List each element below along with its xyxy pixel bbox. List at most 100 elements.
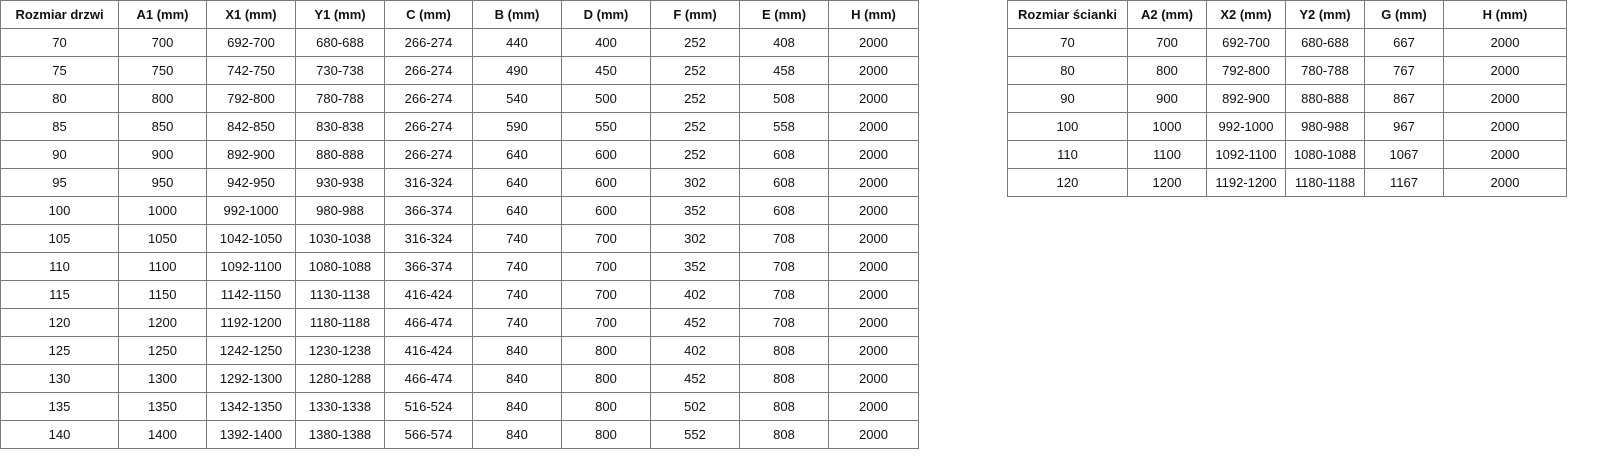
table-cell: 120	[1007, 168, 1128, 197]
table-cell: 692-700	[206, 28, 296, 57]
table-cell: 808	[739, 336, 829, 365]
table-cell: 2000	[828, 420, 919, 449]
table-cell: 100	[0, 196, 119, 225]
table-cell: 1192-1200	[1206, 168, 1286, 197]
table-cell: 252	[650, 28, 740, 57]
table-row: 80 800 792-800 780-788 767 2000	[1007, 56, 1567, 85]
table-cell: 840	[472, 336, 562, 365]
table-cell: 608	[739, 168, 829, 197]
column-header: X1 (mm)	[206, 0, 296, 29]
table-row: 120 1200 1192-1200 1180-1188 466-474 740 700 45…	[0, 308, 919, 337]
column-header: H (mm)	[1443, 0, 1567, 29]
table-cell: 1350	[118, 392, 207, 421]
table-cell: 740	[472, 252, 562, 281]
table-cell: 1100	[118, 252, 207, 281]
table-cell: 840	[472, 392, 562, 421]
table-cell: 105	[0, 224, 119, 253]
table-cell: 440	[472, 28, 562, 57]
table-cell: 740	[472, 308, 562, 337]
table-cell: 792-800	[1206, 56, 1286, 85]
column-header: Y1 (mm)	[295, 0, 385, 29]
table-cell: 1180-1188	[1285, 168, 1365, 197]
table-row: 70 700 692-700 680-688 667 2000	[1007, 28, 1567, 57]
table-cell: 800	[561, 392, 651, 421]
table-cell: 708	[739, 308, 829, 337]
table-cell: 1030-1038	[295, 224, 385, 253]
table-cell: 600	[561, 140, 651, 169]
table-cell: 2000	[1443, 28, 1567, 57]
table-row: 95 950 942-950 930-938 316-324 640 600 302 608 20…	[0, 168, 919, 197]
table-cell: 830-838	[295, 112, 385, 141]
table-row: 105 1050 1042-1050 1030-1038 316-324 740 700 30…	[0, 224, 919, 253]
table-cell: 2000	[1443, 140, 1567, 169]
table-cell: 1280-1288	[295, 364, 385, 393]
table-cell: 600	[561, 196, 651, 225]
table-cell: 266-274	[384, 140, 473, 169]
table-cell: 808	[739, 420, 829, 449]
table-cell: 1042-1050	[206, 224, 296, 253]
table-row: 110 1100 1092-1100 1080-1088 1067 2000	[1007, 140, 1567, 169]
column-header: Y2 (mm)	[1285, 0, 1365, 29]
table-cell: 316-324	[384, 168, 473, 197]
table-cell: 266-274	[384, 56, 473, 85]
table-cell: 130	[0, 364, 119, 393]
table-cell: 850	[118, 112, 207, 141]
table-cell: 708	[739, 224, 829, 253]
table-cell: 2000	[828, 112, 919, 141]
table-cell: 100	[1007, 112, 1128, 141]
table-cell: 550	[561, 112, 651, 141]
table-cell: 1180-1188	[295, 308, 385, 337]
table-cell: 140	[0, 420, 119, 449]
table-row: 75 750 742-750 730-738 266-274 490 450 252 458 20…	[0, 56, 919, 85]
header-row: Rozmiar ścianki A2 (mm) X2 (mm) Y2 (mm) G (m…	[1007, 0, 1567, 29]
table-row: 115 1150 1142-1150 1130-1138 416-424 740 700 40…	[0, 280, 919, 309]
table-cell: 708	[739, 280, 829, 309]
table-cell: 2000	[828, 56, 919, 85]
table-cell: 1250	[118, 336, 207, 365]
table-cell: 980-988	[295, 196, 385, 225]
table-cell: 402	[650, 336, 740, 365]
table-row: 100 1000 992-1000 980-988 366-374 640 600 352 60…	[0, 196, 919, 225]
table-row: 110 1100 1092-1100 1080-1088 366-374 740 700 35…	[0, 252, 919, 281]
table-cell: 70	[1007, 28, 1128, 57]
table-cell: 2000	[828, 28, 919, 57]
table-cell: 458	[739, 56, 829, 85]
table-cell: 135	[0, 392, 119, 421]
table-row: 70 700 692-700 680-688 266-274 440 400 252 408 20…	[0, 28, 919, 57]
table-cell: 1230-1238	[295, 336, 385, 365]
table-cell: 950	[118, 168, 207, 197]
table-cell: 590	[472, 112, 562, 141]
table-cell: 1292-1300	[206, 364, 296, 393]
table-cell: 800	[561, 364, 651, 393]
table-cell: 266-274	[384, 84, 473, 113]
table-row: 120 1200 1192-1200 1180-1188 1167 2000	[1007, 168, 1567, 197]
table-cell: 730-738	[295, 56, 385, 85]
table-cell: 2000	[828, 364, 919, 393]
table-cell: 552	[650, 420, 740, 449]
table-cell: 500	[561, 84, 651, 113]
table-cell: 750	[118, 56, 207, 85]
table-cell: 2000	[828, 336, 919, 365]
table-cell: 1200	[118, 308, 207, 337]
table-cell: 892-900	[206, 140, 296, 169]
table-cell: 266-274	[384, 28, 473, 57]
table-cell: 302	[650, 168, 740, 197]
table-cell: 1150	[118, 280, 207, 309]
table-cell: 880-888	[1285, 84, 1365, 113]
table-cell: 680-688	[1285, 28, 1365, 57]
table-cell: 800	[118, 84, 207, 113]
table-cell: 667	[1364, 28, 1444, 57]
table-cell: 2000	[828, 140, 919, 169]
table-cell: 808	[739, 364, 829, 393]
table-cell: 992-1000	[206, 196, 296, 225]
table-cell: 700	[561, 224, 651, 253]
table-cell: 1167	[1364, 168, 1444, 197]
column-header: C (mm)	[384, 0, 473, 29]
column-header: A1 (mm)	[118, 0, 207, 29]
table-cell: 808	[739, 392, 829, 421]
table-cell: 2000	[828, 84, 919, 113]
table-cell: 992-1000	[1206, 112, 1286, 141]
table-cell: 366-374	[384, 252, 473, 281]
column-header: G (mm)	[1364, 0, 1444, 29]
table-cell: 800	[1127, 56, 1207, 85]
